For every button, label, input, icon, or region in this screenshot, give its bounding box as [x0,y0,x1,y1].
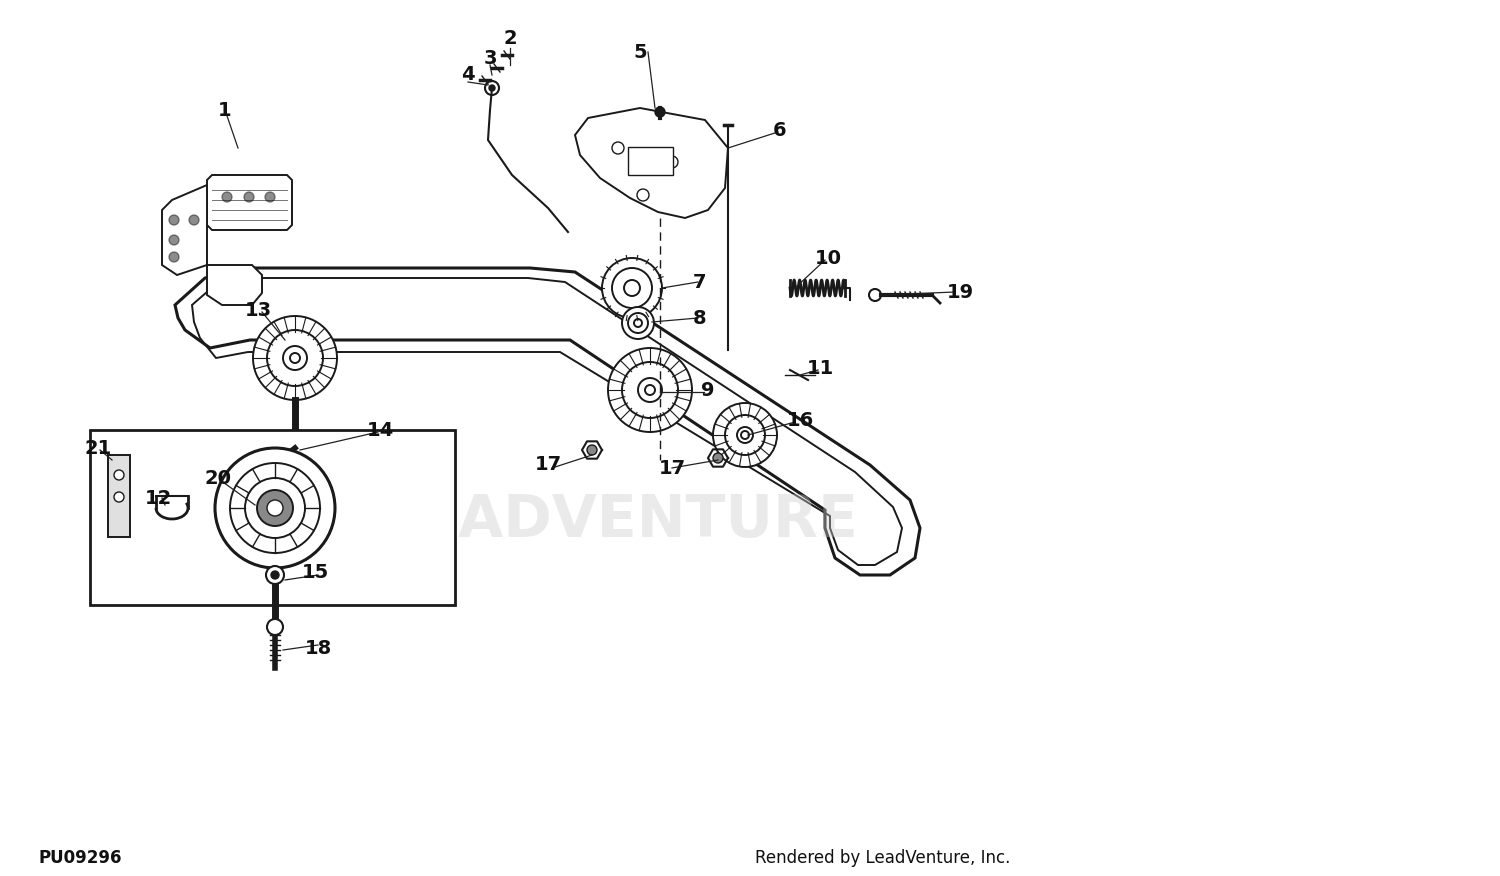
Circle shape [290,353,300,363]
Circle shape [666,156,678,168]
Text: 3: 3 [483,48,496,67]
Circle shape [256,490,292,526]
Circle shape [114,492,125,502]
Text: Rendered by LeadVenture, Inc.: Rendered by LeadVenture, Inc. [754,849,1011,867]
Text: LEADVENTURE: LEADVENTURE [381,491,858,548]
Circle shape [622,362,678,418]
Circle shape [602,258,662,318]
Circle shape [484,81,500,95]
Text: 2: 2 [503,29,518,47]
Text: 9: 9 [700,380,714,399]
Circle shape [586,445,597,455]
Text: 16: 16 [786,411,813,429]
Circle shape [724,415,765,455]
Text: 19: 19 [946,282,974,301]
Text: 17: 17 [658,458,686,477]
Text: 18: 18 [304,639,332,658]
Circle shape [222,192,232,202]
Circle shape [656,107,664,117]
Text: 7: 7 [693,272,706,292]
Circle shape [189,215,200,225]
Text: 11: 11 [807,358,834,378]
Text: 21: 21 [84,439,111,457]
Circle shape [628,313,648,333]
Polygon shape [162,185,207,275]
Circle shape [612,142,624,154]
Circle shape [170,252,178,262]
Circle shape [868,289,880,301]
Text: 8: 8 [693,308,706,328]
Circle shape [638,189,650,201]
Circle shape [266,192,274,202]
Circle shape [612,268,652,308]
Circle shape [712,453,723,463]
Text: PU09296: PU09296 [38,849,122,867]
Text: 10: 10 [815,249,842,267]
Polygon shape [207,175,292,230]
Circle shape [266,566,284,584]
Circle shape [741,431,748,439]
Circle shape [170,215,178,225]
Bar [90,430,454,605]
Circle shape [624,280,640,296]
Circle shape [622,307,654,339]
Polygon shape [207,265,262,305]
Circle shape [170,235,178,245]
Text: 12: 12 [144,489,171,507]
Circle shape [272,571,279,579]
Polygon shape [108,455,130,537]
Text: 17: 17 [534,456,561,475]
Circle shape [230,463,320,553]
Circle shape [489,85,495,91]
Circle shape [712,403,777,467]
Circle shape [244,192,254,202]
Circle shape [638,378,662,402]
Circle shape [284,346,308,370]
Circle shape [114,470,125,480]
Circle shape [736,427,753,443]
Text: 13: 13 [244,300,272,320]
Circle shape [634,319,642,327]
Circle shape [267,500,284,516]
Bar [628,147,674,175]
Text: 5: 5 [633,43,646,61]
Circle shape [267,619,284,635]
Text: 6: 6 [772,121,788,139]
Polygon shape [574,108,728,218]
Circle shape [254,316,338,400]
Circle shape [214,448,334,568]
Circle shape [267,330,322,386]
Circle shape [244,478,304,538]
Circle shape [608,348,692,432]
Text: 4: 4 [460,66,476,84]
Text: 1: 1 [217,101,232,119]
Text: 20: 20 [204,469,231,488]
Text: 15: 15 [302,562,328,582]
Text: 14: 14 [366,420,393,440]
Circle shape [645,385,656,395]
